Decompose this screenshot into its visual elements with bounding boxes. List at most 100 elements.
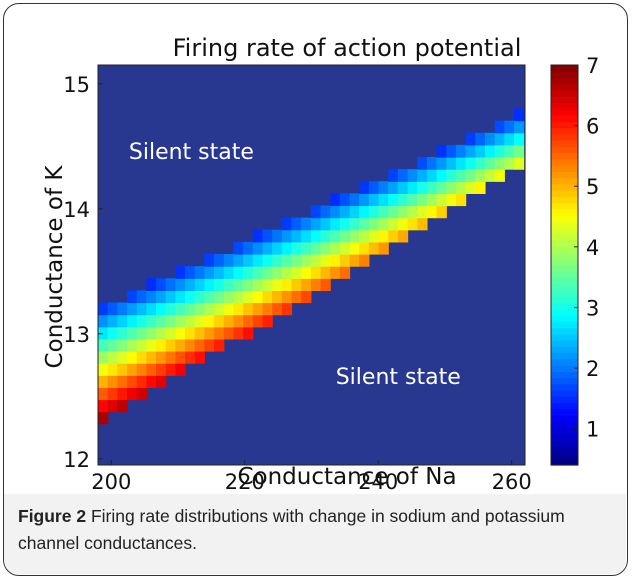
heatmap-cell [194, 338, 206, 352]
heatmap-cell [291, 266, 302, 279]
heatmap-cell [339, 254, 351, 267]
heatmap-cell [320, 229, 331, 243]
colorbar-segment [551, 358, 578, 366]
heatmap-cell [330, 266, 341, 279]
heatmap-cell [243, 290, 254, 304]
heatmap-cell [484, 132, 496, 146]
heatmap-cell [117, 387, 128, 401]
heatmap-cell [194, 351, 206, 364]
heatmap-cell [291, 241, 302, 255]
heatmap-cell [455, 193, 467, 207]
heatmap-cell [175, 363, 186, 376]
heatmap-cell [397, 169, 409, 182]
heatmap-cell [436, 157, 447, 170]
heatmap-cell [407, 169, 418, 182]
heatmap-cell [339, 193, 351, 207]
heatmap-cell [233, 290, 244, 304]
heatmap-cell [243, 302, 254, 316]
heatmap-cell [223, 254, 235, 267]
heatmap-cell [455, 157, 467, 170]
heatmap-cell [262, 278, 273, 291]
heatmap-cell [98, 351, 109, 364]
heatmap-cell [475, 181, 486, 194]
heatmap-cell [156, 302, 167, 316]
heatmap-cell [185, 338, 196, 352]
heatmap-cell [204, 254, 215, 267]
colorbar-segment [551, 408, 578, 416]
heatmap-cell [136, 338, 147, 352]
colorbar-segment [551, 152, 578, 160]
heatmap-cell [417, 157, 428, 170]
colorbar-segment [551, 146, 578, 154]
heatmap-cell [185, 266, 196, 279]
x-tick-label: 260 [492, 470, 532, 494]
heatmap-cell [368, 229, 380, 243]
heatmap-cell [397, 217, 409, 231]
heatmap-cell [330, 229, 341, 243]
heatmap-cell [484, 157, 496, 170]
heatmap-cell [117, 326, 128, 340]
colorbar-segment [551, 77, 578, 85]
heatmap-cell [339, 205, 351, 219]
colorbar-segment [551, 140, 578, 147]
heatmap-cell [339, 217, 351, 231]
heatmap-cell [301, 290, 312, 304]
heatmap-cell [504, 120, 515, 134]
heatmap-cell [233, 241, 244, 255]
heatmap-cell [156, 314, 167, 328]
heatmap-cell [281, 266, 293, 279]
heatmap-cell [223, 326, 235, 340]
heatmap-cell [475, 157, 486, 170]
heatmap-cell [98, 302, 109, 316]
colorbar-segment [551, 215, 578, 222]
heatmap-cell [185, 290, 196, 304]
heatmap-cell [156, 363, 167, 376]
heatmap-cell [233, 266, 244, 279]
colorbar-segment [551, 208, 578, 216]
heatmap-cell [320, 266, 331, 279]
heatmap-cell [262, 254, 273, 267]
heatmap-cell [194, 326, 206, 340]
heatmap-cell [436, 181, 447, 194]
heatmap-cell [117, 314, 128, 328]
heatmap-cell [330, 217, 341, 231]
heatmap-cell [272, 254, 283, 267]
heatmap-cell [214, 338, 225, 352]
heatmap-cell [494, 132, 505, 146]
heatmap-cell [339, 241, 351, 255]
heatmap-cell [436, 193, 447, 207]
colorbar-segment [551, 315, 578, 322]
heatmap-cell [388, 169, 399, 182]
heatmap-cell [301, 241, 312, 255]
heatmap-cell [165, 351, 176, 364]
heatmap-cell [185, 302, 196, 316]
heatmap-cell [156, 278, 167, 291]
heatmap-cell [436, 144, 447, 158]
heatmap-cell [107, 399, 118, 413]
heatmap-cell [426, 169, 438, 182]
heatmap-cell [407, 217, 418, 231]
heatmap-cell [388, 193, 399, 207]
silent-state-label: Silent state [336, 365, 461, 390]
heatmap-cell [330, 205, 341, 219]
heatmap-cell [368, 217, 380, 231]
heatmap-cell [378, 205, 389, 219]
heatmap-cell [310, 241, 322, 255]
heatmap-cell [233, 326, 244, 340]
heatmap-cell [291, 217, 302, 231]
heatmap-cell [465, 181, 476, 194]
heatmap-cell [339, 229, 351, 243]
heatmap-cell [127, 375, 138, 388]
heatmap-cell [175, 302, 186, 316]
heatmap-cell [204, 326, 215, 340]
heatmap-cell [359, 181, 370, 194]
heatmap-cell [426, 193, 438, 207]
colorbar-segment [551, 402, 578, 410]
heatmap-cell [127, 351, 138, 364]
colorbar-segment [551, 321, 578, 329]
heatmap-cell [223, 266, 235, 279]
heatmap-cell [310, 217, 322, 231]
heatmap-cell [98, 399, 109, 413]
heatmap-cell [107, 351, 118, 364]
heatmap-cell [223, 302, 235, 316]
